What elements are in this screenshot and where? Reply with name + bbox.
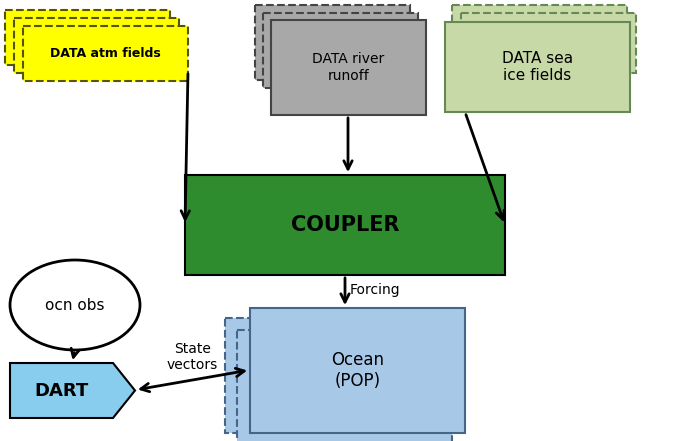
- Text: DATA atm fields: DATA atm fields: [47, 41, 146, 51]
- Text: DATA sea
ice fields: DATA sea ice fields: [502, 51, 573, 83]
- Bar: [445, 22, 630, 112]
- Bar: [23, 26, 188, 81]
- Ellipse shape: [10, 260, 140, 350]
- Polygon shape: [10, 363, 135, 418]
- Bar: [225, 318, 440, 433]
- Text: DART: DART: [34, 381, 88, 400]
- Text: DATA river
runoff: DATA river runoff: [312, 52, 384, 82]
- Bar: [271, 20, 426, 115]
- Text: Forcing: Forcing: [350, 283, 401, 297]
- Bar: [263, 13, 418, 88]
- Bar: [14, 18, 179, 73]
- Bar: [461, 13, 636, 73]
- Text: ocn obs: ocn obs: [45, 298, 105, 313]
- Bar: [255, 5, 410, 80]
- Text: Ocean
(POP): Ocean (POP): [331, 351, 384, 390]
- Text: COUPLER: COUPLER: [290, 215, 399, 235]
- Bar: [185, 175, 505, 275]
- Text: State
vectors: State vectors: [167, 342, 218, 372]
- Bar: [237, 330, 452, 441]
- Bar: [5, 10, 170, 65]
- Text: DATA atm fields: DATA atm fields: [50, 47, 161, 60]
- Bar: [250, 308, 465, 433]
- Text: DATA atm fields: DATA atm fields: [38, 33, 137, 42]
- Text: DATA: DATA: [525, 30, 553, 40]
- Bar: [452, 5, 627, 65]
